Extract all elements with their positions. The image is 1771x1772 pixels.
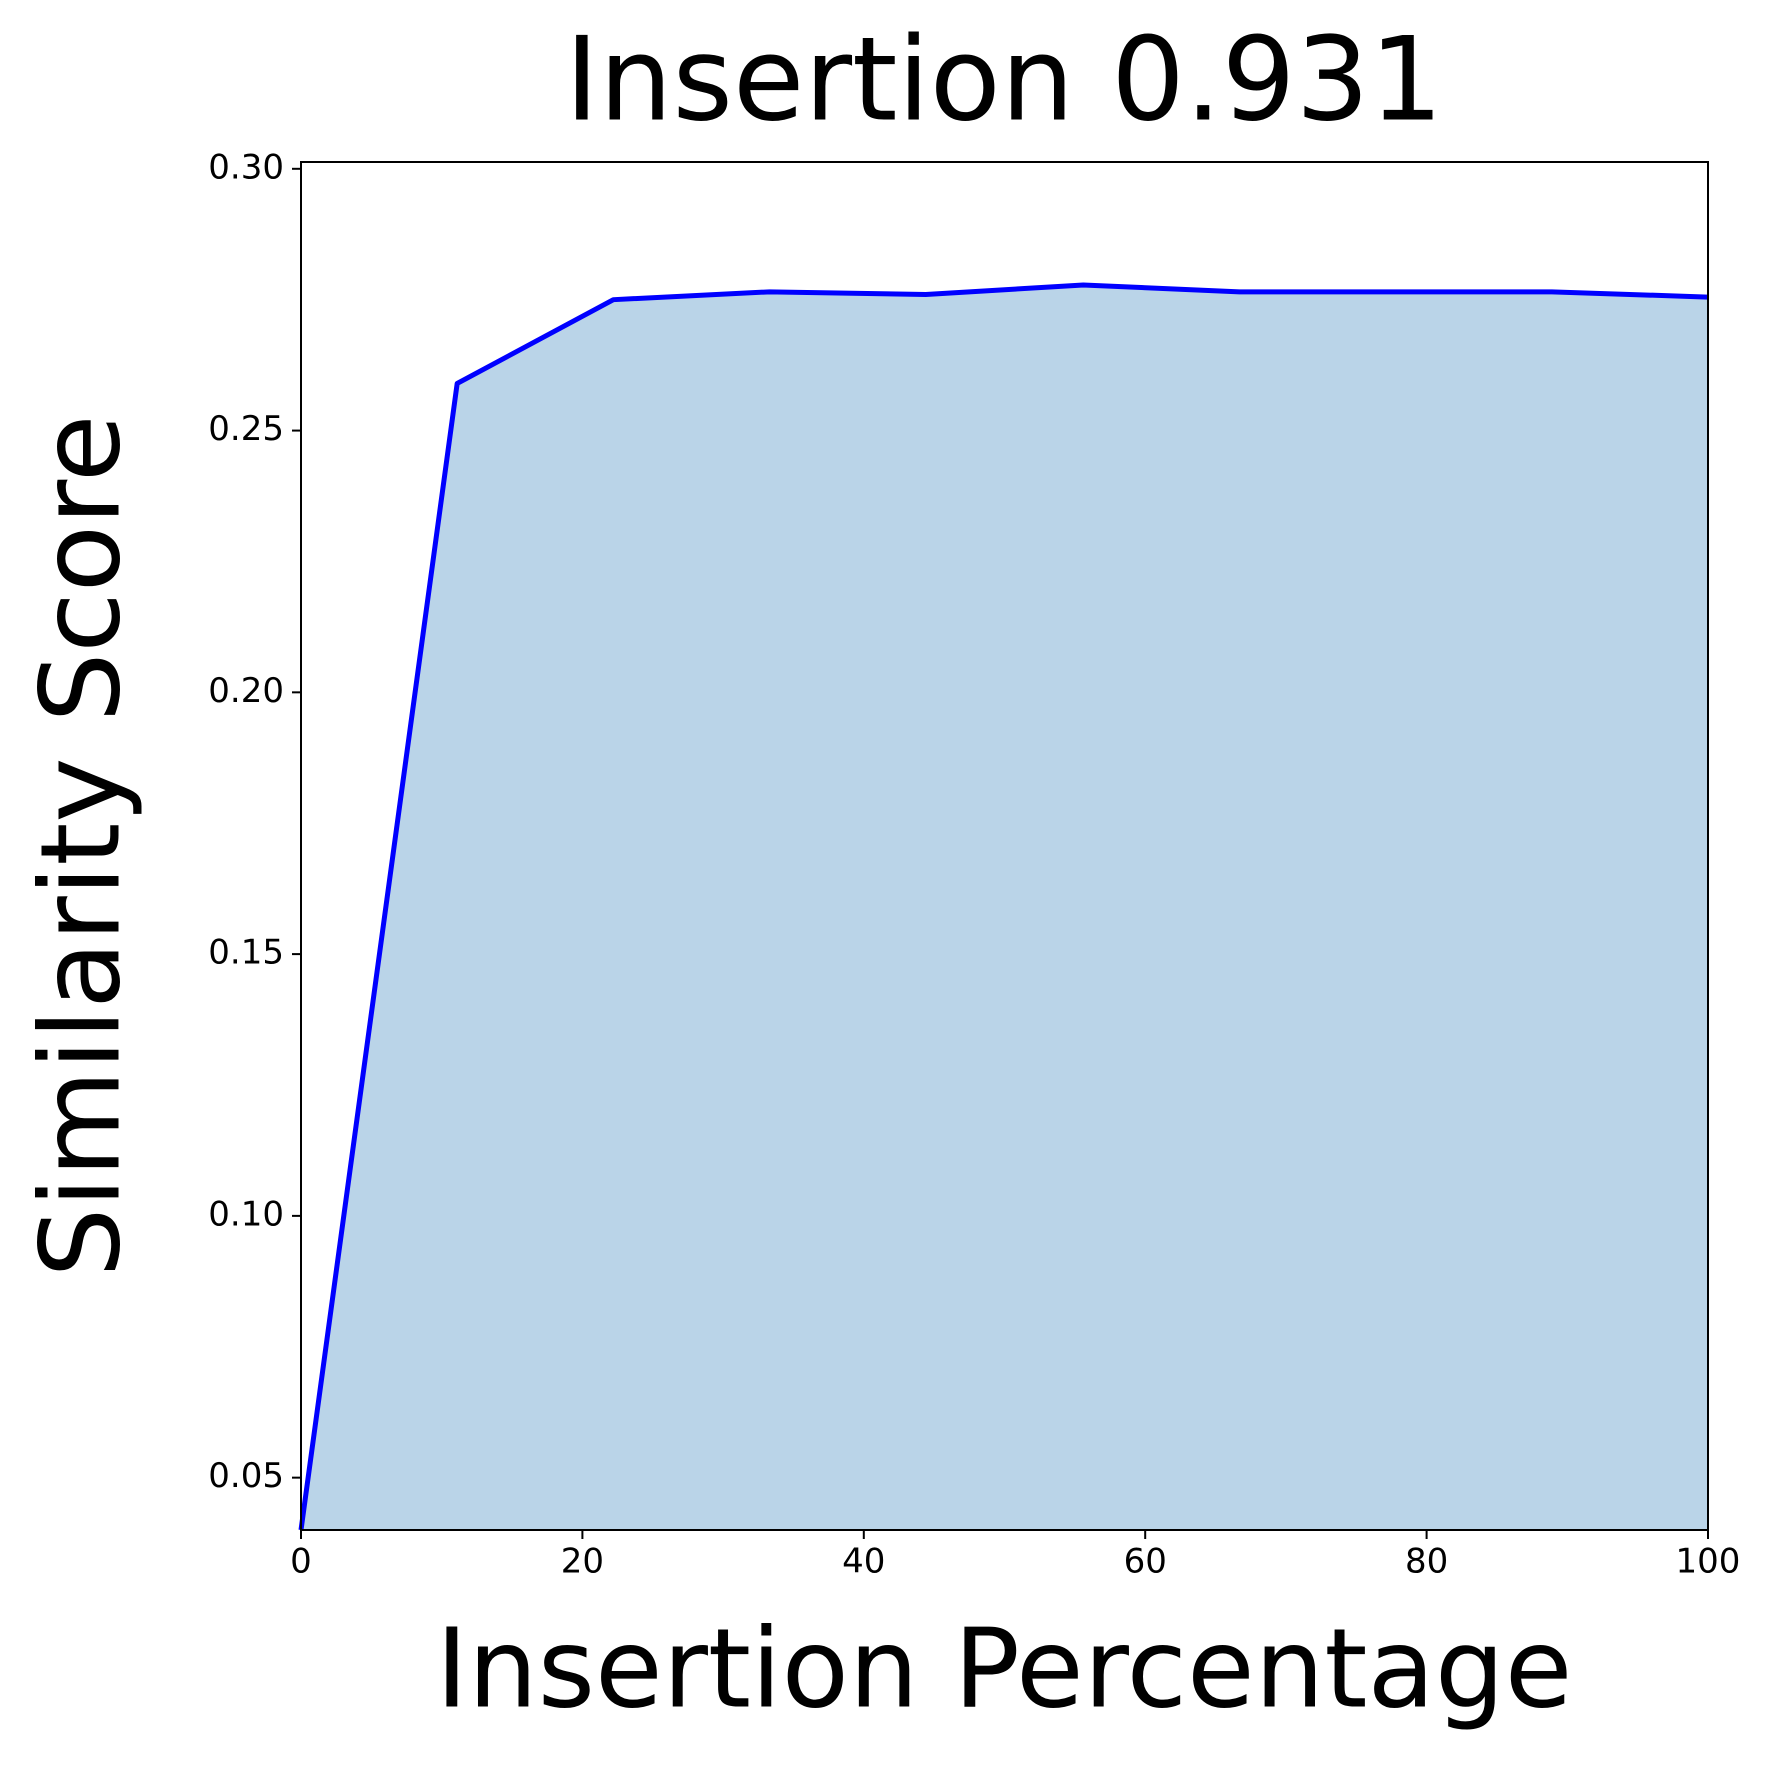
y-axis-label: Similarity Score <box>16 414 144 1277</box>
x-axis-label: Insertion Percentage <box>436 1604 1573 1732</box>
x-tick-label: 40 <box>842 1542 885 1582</box>
x-tick-label: 80 <box>1405 1542 1448 1582</box>
area-fill <box>301 285 1708 1530</box>
y-tick-label: 0.15 <box>208 933 284 973</box>
x-tick-label: 100 <box>1676 1542 1741 1582</box>
y-tick-label: 0.20 <box>208 671 284 711</box>
y-tick-label: 0.05 <box>208 1456 284 1496</box>
x-tick-label: 20 <box>561 1542 604 1582</box>
plot-frame <box>300 161 1709 1531</box>
y-tick-label: 0.30 <box>208 147 284 187</box>
chart-title: Insertion 0.931 <box>565 13 1443 148</box>
x-tick-label: 60 <box>1124 1542 1167 1582</box>
y-tick-label: 0.10 <box>208 1194 284 1234</box>
y-tick-label: 0.25 <box>208 409 284 449</box>
line <box>298 282 1709 1531</box>
x-tick-label: 0 <box>290 1542 312 1582</box>
